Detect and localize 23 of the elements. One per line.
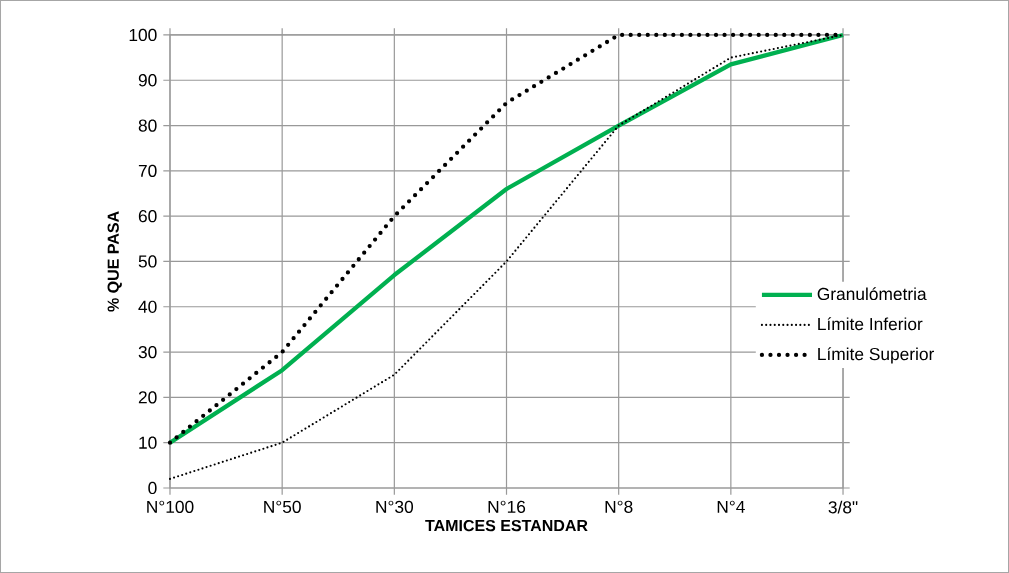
x-axis-title: TAMICES ESTANDAR bbox=[425, 519, 588, 532]
legend-label: Límite Inferior bbox=[818, 317, 923, 331]
y-tick-label: 40 bbox=[138, 300, 157, 313]
y-tick-label: 80 bbox=[138, 119, 157, 132]
y-axis-title: % QUE PASA bbox=[107, 211, 122, 312]
y-tick-label: 20 bbox=[138, 391, 157, 404]
y-tick-label: 90 bbox=[138, 74, 157, 87]
y-tick-label: 50 bbox=[138, 255, 157, 268]
y-tick-label: 10 bbox=[139, 436, 157, 449]
y-tick-label: 70 bbox=[138, 164, 157, 178]
x-tick-label: 3/8" bbox=[828, 500, 858, 514]
y-tick-label: 60 bbox=[138, 210, 157, 223]
x-tick-label: N°100 bbox=[147, 500, 194, 513]
x-tick-label: N°50 bbox=[264, 500, 301, 513]
x-tick-label: N°16 bbox=[488, 500, 526, 513]
legend-label: Límite Superior bbox=[818, 347, 935, 364]
legend-label: Granulómetria bbox=[817, 287, 927, 301]
y-tick-label: 100 bbox=[129, 28, 157, 42]
x-tick-label: N°30 bbox=[376, 500, 414, 513]
y-tick-label: 30 bbox=[138, 345, 157, 359]
y-tick-label: 0 bbox=[148, 481, 157, 495]
x-tick-label: N°4 bbox=[717, 500, 745, 513]
x-tick-label: N°8 bbox=[605, 500, 633, 513]
